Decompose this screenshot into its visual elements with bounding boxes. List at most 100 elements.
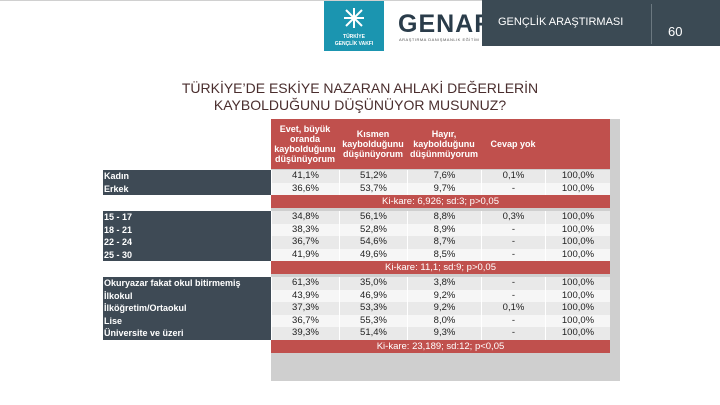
slide-title: TÜRKİYE’DE ESKİYE NAZARAN AHLAKİ DEĞERLE… bbox=[140, 80, 580, 114]
table-cell: 49,6% bbox=[339, 248, 407, 261]
table-cell: 8,8% bbox=[407, 211, 481, 224]
table-cell: 36,7% bbox=[271, 236, 339, 249]
genar-tagline: ARAŞTIRMA DANIŞMANLIK EĞİTİM bbox=[399, 37, 480, 42]
table-cell: 100,0% bbox=[545, 223, 610, 236]
table-cell: 34,8% bbox=[271, 211, 339, 224]
table-row: 25 - 30 41,9% 49,6% 8,5% -100,0% bbox=[103, 248, 610, 261]
row-label: İlköğretim/Ortaokul bbox=[103, 302, 271, 315]
table-cell: 38,3% bbox=[271, 223, 339, 236]
header-divider bbox=[651, 4, 652, 44]
table-cell: 100,0% bbox=[545, 277, 610, 290]
table-cell: 39,3% bbox=[271, 327, 339, 340]
column-header bbox=[545, 119, 610, 169]
table-row: Üniversite ve üzeri 39,3% 51,4% 9,3% -100,0% bbox=[103, 327, 610, 340]
header-title: GENÇLİK ARAŞTIRMASI bbox=[498, 16, 624, 28]
page-number: 60 bbox=[668, 24, 683, 39]
table-row: İlkokul 43,9% 46,9% 9,2% -100,0% bbox=[103, 289, 610, 302]
table-cell: 51,4% bbox=[339, 327, 407, 340]
table-cell: 3,8% bbox=[407, 277, 481, 290]
table-row: Kadın 41,1% 51,2% 7,6% 0,1% 100,0% bbox=[103, 170, 610, 183]
table-cell: 0,1% bbox=[481, 170, 545, 183]
row-label: Lise bbox=[103, 314, 271, 327]
row-label: İlkokul bbox=[103, 289, 271, 302]
table-cell: - bbox=[481, 223, 545, 236]
column-header: Cevap yok bbox=[490, 139, 536, 149]
table-cell: 8,0% bbox=[407, 314, 481, 327]
table-cell: 100,0% bbox=[545, 302, 610, 315]
table-cell: 100,0% bbox=[545, 327, 610, 340]
table-cell: 8,9% bbox=[407, 223, 481, 236]
table-cell: - bbox=[481, 277, 545, 290]
logo-caption-bottom: GENÇLİK VAKFI bbox=[334, 41, 374, 47]
row-label: 22 - 24 bbox=[103, 236, 271, 249]
table-cell: 7,6% bbox=[407, 170, 481, 183]
table-cell: 100,0% bbox=[545, 211, 610, 224]
table-cell: 43,9% bbox=[271, 289, 339, 302]
table-cell: 36,6% bbox=[271, 182, 339, 195]
table-cell: 41,1% bbox=[271, 170, 339, 183]
table-cell: - bbox=[481, 236, 545, 249]
table-cell: 53,3% bbox=[339, 302, 407, 315]
table-cell: 100,0% bbox=[545, 182, 610, 195]
slide-title-line-1: TÜRKİYE’DE ESKİYE NAZARAN AHLAKİ DEĞERLE… bbox=[181, 80, 539, 96]
table-row: 18 - 21 38,3% 52,8% 8,9% -100,0% bbox=[103, 223, 610, 236]
table-row: Lise 36,7% 55,3% 8,0% -100,0% bbox=[103, 314, 610, 327]
row-label: 25 - 30 bbox=[103, 248, 271, 261]
table-row: İlköğretim/Ortaokul 37,3% 53,3% 9,2% 0,1% 100… bbox=[103, 302, 610, 315]
row-label: Kadın bbox=[103, 170, 271, 183]
slide-title-line-2: KAYBOLDUĞUNU DÜŞÜNÜYOR MUSUNUZ? bbox=[213, 97, 507, 113]
table-cell: 9,2% bbox=[407, 302, 481, 315]
table-cell: 9,3% bbox=[407, 327, 481, 340]
foundation-emblem-icon bbox=[344, 8, 364, 28]
row-label: 18 - 21 bbox=[103, 223, 271, 236]
table-cell: 9,2% bbox=[407, 289, 481, 302]
row-label: 15 - 17 bbox=[103, 211, 271, 224]
table-cell: 36,7% bbox=[271, 314, 339, 327]
table-cell: 53,7% bbox=[339, 182, 407, 195]
genar-logo: GENAR bbox=[398, 10, 494, 38]
top-rule bbox=[0, 0, 482, 1]
chi-square-note: Ki-kare: 23,189; sd:12; p<0,05 bbox=[271, 339, 610, 353]
table-cell: - bbox=[481, 314, 545, 327]
table-cell: 35,0% bbox=[339, 277, 407, 290]
foundation-logo: TÜRKİYE GENÇLİK VAKFI bbox=[324, 1, 384, 51]
chi-square-note: Ki-kare: 6,926; sd:3; p>0,05 bbox=[271, 195, 610, 208]
column-header: Hayır, kaybolduğunu düşünmüyorum bbox=[409, 129, 478, 159]
table-cell: 100,0% bbox=[545, 236, 610, 249]
table-cell: 55,3% bbox=[339, 314, 407, 327]
row-label: Okuryazar fakat okul bitirmemiş bbox=[103, 277, 271, 290]
table-cell: - bbox=[481, 327, 545, 340]
row-label: Üniversite ve üzeri bbox=[103, 327, 271, 340]
table-cell: 54,6% bbox=[339, 236, 407, 249]
table-cell: 61,3% bbox=[271, 277, 339, 290]
row-label: Erkek bbox=[103, 182, 271, 195]
table-cell: - bbox=[481, 182, 545, 195]
table-header: Evet, büyük oranda kaybolduğunu düşünüyo… bbox=[271, 119, 610, 169]
chi-square-note: Ki-kare: 11,1; sd:9; p>0,05 bbox=[271, 261, 610, 274]
table-cell: 100,0% bbox=[545, 248, 610, 261]
table-cell: - bbox=[481, 248, 545, 261]
header-band bbox=[482, 0, 720, 46]
table-cell: 51,2% bbox=[339, 170, 407, 183]
table-cell: 8,7% bbox=[407, 236, 481, 249]
table-cell: 0,3% bbox=[481, 211, 545, 224]
table-cell: 46,9% bbox=[339, 289, 407, 302]
table-cell: 52,8% bbox=[339, 223, 407, 236]
table-cell: 37,3% bbox=[271, 302, 339, 315]
table-cell: 100,0% bbox=[545, 289, 610, 302]
column-header: Kısmen kaybolduğunu düşünüyorum bbox=[342, 129, 404, 159]
table-row: Erkek 36,6% 53,7% 9,7% -100,0% bbox=[103, 182, 610, 195]
table-cell: 100,0% bbox=[545, 314, 610, 327]
table-cell: 0,1% bbox=[481, 302, 545, 315]
table-cell: 56,1% bbox=[339, 211, 407, 224]
table-row: 22 - 24 36,7% 54,6% 8,7% -100,0% bbox=[103, 236, 610, 249]
table-cell: - bbox=[481, 289, 545, 302]
column-header: Evet, büyük oranda kaybolduğunu düşünüyo… bbox=[274, 124, 336, 164]
table-cell: 41,9% bbox=[271, 248, 339, 261]
table-cell: 9,7% bbox=[407, 182, 481, 195]
table-cell: 100,0% bbox=[545, 170, 610, 183]
table-row: 15 - 17 34,8% 56,1% 8,8% 0,3% 100,0% bbox=[103, 211, 610, 224]
logo-caption-top: TÜRKİYE bbox=[343, 34, 365, 40]
table-row: Okuryazar fakat okul bitirmemiş 61,3% 35,0… bbox=[103, 277, 610, 290]
table-cell: 8,5% bbox=[407, 248, 481, 261]
